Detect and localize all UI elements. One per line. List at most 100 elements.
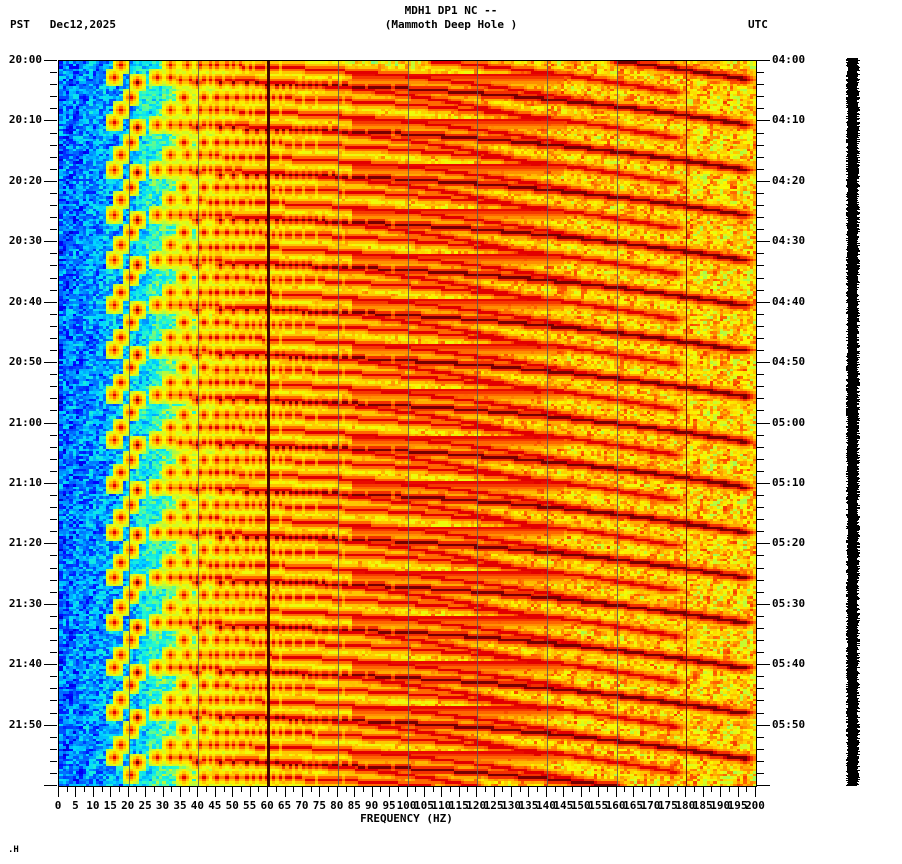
amplitude-trace-image xyxy=(845,58,861,786)
y-axis-tick-major-left xyxy=(44,725,57,726)
y-axis-label-utc: 05:40 xyxy=(772,657,806,670)
x-axis-tick-major xyxy=(563,786,564,797)
x-axis-tick-minor xyxy=(711,786,712,792)
x-axis-tick-major xyxy=(650,786,651,797)
y-axis-tick-minor-left xyxy=(50,84,57,85)
y-axis-tick-minor-right xyxy=(757,568,764,569)
y-axis-tick-minor-left xyxy=(50,688,57,689)
x-axis-label: 80 xyxy=(330,799,344,812)
y-axis-tick-major-left xyxy=(44,785,57,786)
y-axis-label-pst: 20:50 xyxy=(8,355,42,368)
y-axis-tick-minor-left xyxy=(50,459,57,460)
x-axis-label: 35 xyxy=(173,799,187,812)
y-axis-label-utc: 05:30 xyxy=(772,597,806,610)
y-axis-tick-minor-left xyxy=(50,374,57,375)
x-axis-tick-minor xyxy=(502,786,503,792)
y-axis-tick-minor-left xyxy=(50,108,57,109)
x-axis-tick-minor xyxy=(433,786,434,792)
x-axis-tick-major xyxy=(668,786,669,797)
y-axis-tick-minor-right xyxy=(757,350,764,351)
x-axis-tick-major xyxy=(145,786,146,797)
y-axis-tick-minor-left xyxy=(50,386,57,387)
x-axis-tick-major xyxy=(75,786,76,797)
x-axis-tick-minor xyxy=(206,786,207,792)
y-axis-tick-minor-left xyxy=(50,410,57,411)
x-axis-tick-major xyxy=(703,786,704,797)
y-axis-label-utc: 05:00 xyxy=(772,416,806,429)
y-axis-tick-minor-left xyxy=(50,447,57,448)
y-axis-tick-minor-left xyxy=(50,507,57,508)
x-axis-tick-major xyxy=(319,786,320,797)
x-axis-tick-major xyxy=(459,786,460,797)
y-axis-tick-major-right xyxy=(757,725,770,726)
x-axis-label: 0 xyxy=(54,799,62,812)
y-axis-tick-minor-right xyxy=(757,749,764,750)
y-axis-label-pst: 21:10 xyxy=(8,476,42,489)
x-axis-tick-minor xyxy=(258,786,259,792)
y-axis-tick-major-right xyxy=(757,302,770,303)
x-axis-label: 55 xyxy=(243,799,257,812)
y-axis-tick-major-right xyxy=(757,543,770,544)
x-axis-tick-minor xyxy=(102,786,103,792)
x-axis-tick-major xyxy=(354,786,355,797)
y-axis-tick-minor-left xyxy=(50,531,57,532)
x-axis-label: 170 xyxy=(640,799,661,812)
x-axis-tick-minor xyxy=(415,786,416,792)
x-axis-label: 160 xyxy=(605,799,626,812)
spectrogram-image xyxy=(59,61,756,786)
y-axis-label-utc: 04:30 xyxy=(772,234,806,247)
y-axis-tick-minor-right xyxy=(757,737,764,738)
y-axis-tick-minor-left xyxy=(50,133,57,134)
x-axis-tick-minor xyxy=(241,786,242,792)
y-axis-tick-minor-right xyxy=(757,265,764,266)
y-axis-tick-major-right xyxy=(757,604,770,605)
y-axis-tick-major-right xyxy=(757,362,770,363)
x-axis-tick-minor xyxy=(572,786,573,792)
y-axis-tick-minor-right xyxy=(757,616,764,617)
y-axis-tick-minor-left xyxy=(50,640,57,641)
x-axis-label: 130 xyxy=(501,799,521,812)
y-axis-label-pst: 20:30 xyxy=(8,234,42,247)
y-axis-tick-minor-right xyxy=(757,217,764,218)
y-axis-tick-minor-left xyxy=(50,713,57,714)
x-axis-tick-major xyxy=(250,786,251,797)
y-axis-tick-major-left xyxy=(44,241,57,242)
y-axis-tick-minor-right xyxy=(757,652,764,653)
x-axis-tick-minor xyxy=(189,786,190,792)
x-axis-tick-minor xyxy=(311,786,312,792)
y-axis-tick-minor-left xyxy=(50,580,57,581)
x-axis-tick-major xyxy=(528,786,529,797)
y-axis-tick-minor-left xyxy=(50,278,57,279)
y-axis-label-pst: 21:20 xyxy=(8,536,42,549)
x-axis-tick-major xyxy=(232,786,233,797)
y-axis-tick-major-left xyxy=(44,604,57,605)
y-axis-tick-minor-right xyxy=(757,700,764,701)
y-axis-tick-minor-left xyxy=(50,169,57,170)
y-axis-tick-major-right xyxy=(757,120,770,121)
x-axis-tick-minor xyxy=(624,786,625,792)
x-axis-label: 115 xyxy=(448,799,469,812)
y-axis-tick-minor-right xyxy=(757,84,764,85)
x-axis-tick-minor xyxy=(346,786,347,792)
header: PST Dec12,2025 MDH1 DP1 NC -- (Mammoth D… xyxy=(0,0,902,50)
y-axis-tick-minor-right xyxy=(757,169,764,170)
y-axis-label-utc: 04:20 xyxy=(772,174,806,187)
x-axis-label: 105 xyxy=(413,799,434,812)
x-axis-tick-major xyxy=(58,786,59,797)
x-axis-tick-major xyxy=(267,786,268,797)
y-axis-tick-minor-right xyxy=(757,253,764,254)
x-axis-label: 155 xyxy=(588,799,609,812)
x-axis-label: 165 xyxy=(623,799,643,812)
y-axis-tick-minor-left xyxy=(50,338,57,339)
y-axis-label-utc: 05:20 xyxy=(772,536,806,549)
x-axis-tick-minor xyxy=(380,786,381,792)
x-axis-tick-minor xyxy=(589,786,590,792)
x-axis-tick-major xyxy=(337,786,338,797)
y-axis-tick-minor-left xyxy=(50,290,57,291)
y-axis-tick-minor-left xyxy=(50,265,57,266)
y-axis-tick-major-right xyxy=(757,483,770,484)
x-axis-label: 65 xyxy=(277,799,292,812)
pst-date-label: PST Dec12,2025 xyxy=(10,18,116,31)
y-axis-tick-minor-left xyxy=(50,145,57,146)
x-axis-tick-major xyxy=(197,786,198,797)
